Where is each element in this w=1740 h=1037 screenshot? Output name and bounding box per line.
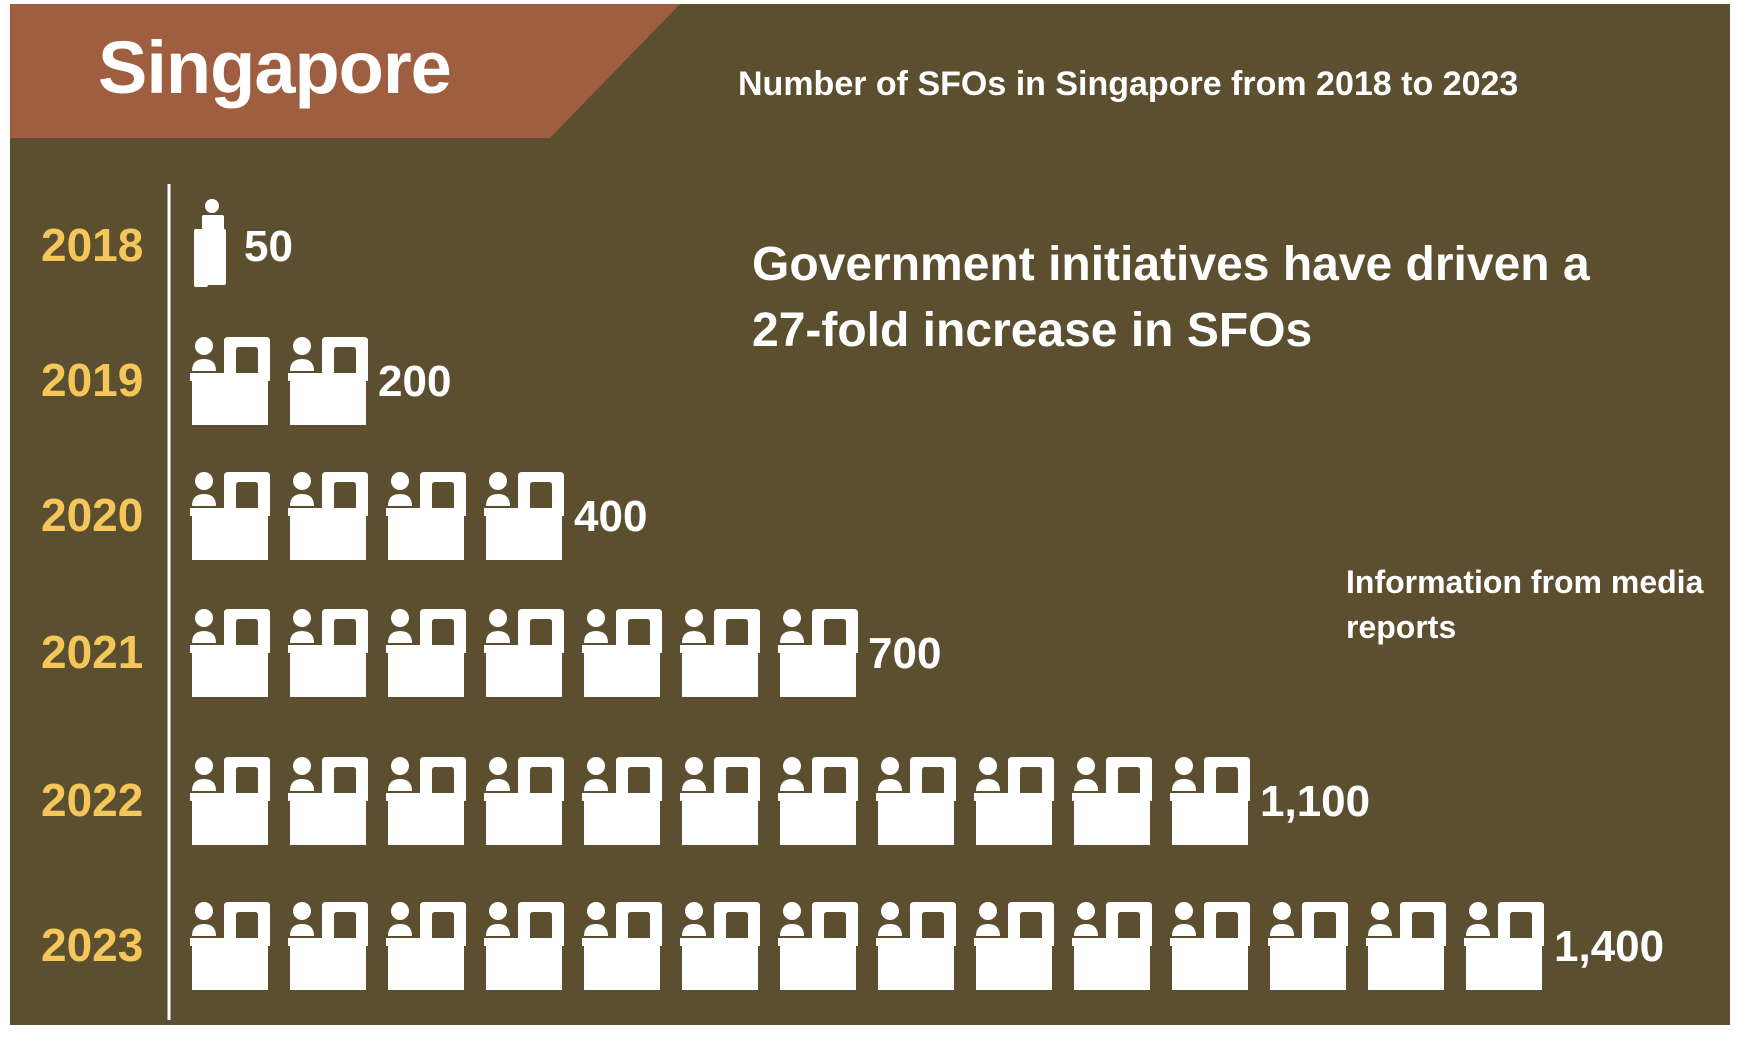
person-at-desk-icon (288, 472, 368, 560)
person-at-desk-icon (778, 609, 858, 697)
person-at-desk-icon (1072, 902, 1152, 990)
person-at-desk-icon (974, 757, 1054, 845)
half-person-icon (194, 199, 226, 287)
person-at-desk-icon (1268, 902, 1348, 990)
title-banner (10, 4, 680, 138)
person-at-desk-icon (974, 902, 1054, 990)
person-at-desk-icon (386, 609, 466, 697)
value-label: 1,400 (1554, 922, 1664, 971)
person-at-desk-icon (1072, 757, 1152, 845)
chart-row-2019: 2019 200 (41, 337, 451, 425)
chart-row-2021: 2021 700 (41, 609, 941, 697)
person-at-desk-icon (190, 902, 270, 990)
person-at-desk-icon (484, 757, 564, 845)
value-label: 200 (378, 357, 451, 406)
banner-title: Singapore (98, 26, 452, 109)
year-label: 2020 (41, 489, 143, 541)
person-at-desk-icon (386, 902, 466, 990)
person-at-desk-icon (876, 902, 956, 990)
person-at-desk-icon (190, 337, 270, 425)
year-label: 2022 (41, 774, 143, 826)
person-at-desk-icon (386, 757, 466, 845)
person-at-desk-icon (190, 757, 270, 845)
person-at-desk-icon (1464, 902, 1544, 990)
person-at-desk-icon (1170, 757, 1250, 845)
person-at-desk-icon (484, 902, 564, 990)
chart-row-2023: 2023 1,400 (41, 902, 1664, 990)
value-label: 400 (574, 492, 647, 541)
person-at-desk-icon (1170, 902, 1250, 990)
source-note: Information from media reports (1346, 564, 1704, 645)
person-at-desk-icon (680, 902, 760, 990)
year-label: 2021 (41, 626, 143, 678)
chart-subtitle: Number of SFOs in Singapore from 2018 to… (738, 65, 1519, 103)
person-at-desk-icon (386, 472, 466, 560)
person-at-desk-icon (582, 757, 662, 845)
person-at-desk-icon (680, 609, 760, 697)
person-at-desk-icon (582, 902, 662, 990)
value-label: 50 (244, 222, 293, 271)
chart-row-2018: 2018 50 (41, 199, 293, 287)
person-at-desk-icon (288, 609, 368, 697)
person-at-desk-icon (288, 757, 368, 845)
person-at-desk-icon (484, 472, 564, 560)
person-at-desk-icon (778, 902, 858, 990)
person-at-desk-icon (288, 902, 368, 990)
person-at-desk-icon (680, 757, 760, 845)
person-at-desk-icon (1366, 902, 1446, 990)
chart-row-2022: 2022 1,100 (41, 757, 1370, 845)
person-at-desk-icon (484, 609, 564, 697)
year-label: 2018 (41, 219, 143, 271)
person-at-desk-icon (190, 609, 270, 697)
person-at-desk-icon (190, 472, 270, 560)
person-at-desk-icon (876, 757, 956, 845)
person-at-desk-icon (288, 337, 368, 425)
year-label: 2019 (41, 354, 143, 406)
year-label: 2023 (41, 919, 143, 971)
value-label: 700 (868, 629, 941, 678)
chart-row-2020: 2020 400 (41, 472, 647, 560)
person-at-desk-icon (582, 609, 662, 697)
value-label: 1,100 (1260, 777, 1370, 826)
person-at-desk-icon (778, 757, 858, 845)
headline-annotation: Government initiatives have driven a 27-… (752, 238, 1590, 357)
